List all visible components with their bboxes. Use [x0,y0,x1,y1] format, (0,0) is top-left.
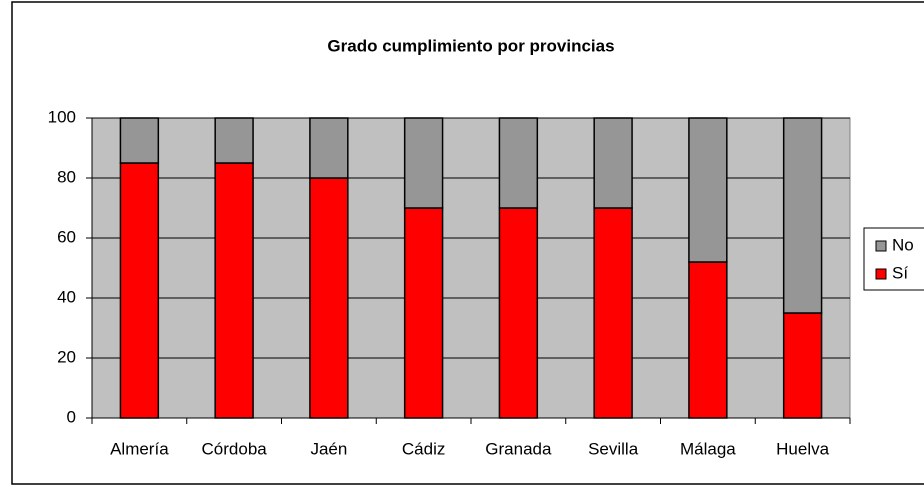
plot-area [91,117,851,419]
x-tick-label: Jaén [310,439,347,458]
x-tick-label: Córdoba [202,439,268,458]
y-tick-label: 100 [48,107,76,126]
y-tick-label: 40 [57,287,76,306]
bar-segment [688,117,728,263]
legend-box [863,227,924,291]
bar-segment [593,207,633,419]
legend-label: No [892,235,914,254]
chart-title: Grado cumplimiento por provincias [327,36,614,55]
legend-label: Sí [892,263,908,282]
bar-segment [403,117,444,209]
y-tick-label: 60 [57,227,76,246]
bar-segment [782,117,823,314]
x-tick-label: Almería [110,439,169,458]
x-tick-label: Sevilla [588,439,639,458]
y-tick-label: 20 [57,347,76,366]
bar-segment [309,177,349,419]
bar-segment [782,312,823,419]
bar-segment [688,261,728,419]
legend-swatch [875,268,887,280]
x-tick-label: Granada [485,439,552,458]
y-tick-label: 80 [57,167,76,186]
bar-segment [214,162,254,419]
x-tick-label: Cádiz [402,439,445,458]
x-tick-label: Huelva [776,439,829,458]
bar-segment [119,117,160,164]
x-tick-label: Málaga [680,439,736,458]
bar-segment [498,207,539,419]
bar-segment [593,117,633,209]
bar-segment [498,117,539,209]
y-tick-label: 0 [67,407,76,426]
bar-segment [119,162,160,419]
bar-segment [309,117,349,179]
bar-segment [403,207,444,419]
legend-swatch [875,240,887,252]
bar-segment [214,117,254,164]
